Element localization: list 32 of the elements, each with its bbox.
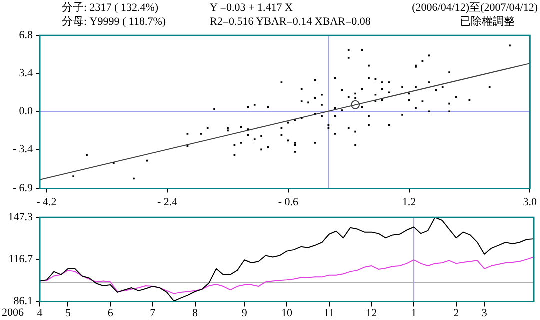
- y-tick-label: - 3.4: [12, 144, 34, 156]
- x-tick-label: 3: [482, 307, 488, 320]
- y-tick-label: - 6.9: [12, 182, 34, 195]
- x-tick-label: - 0.6: [278, 196, 299, 208]
- x-tick-label: 6: [108, 307, 114, 320]
- x-tick-label: 1.2: [402, 196, 416, 208]
- x-tick-label: 2: [454, 307, 460, 320]
- x-tick-label: 8: [192, 307, 199, 320]
- y-tick-label: 6.8: [19, 29, 34, 42]
- text: 已除權調整: [460, 16, 515, 29]
- text: 分母: Y9999 ( 118.7%): [62, 16, 166, 29]
- x-tick-label: 5: [65, 307, 72, 320]
- x-tick-label: 12: [366, 307, 378, 320]
- x-tick-label: 11: [324, 307, 335, 320]
- text: (2006/04/12)至(2007/04/12): [412, 2, 538, 15]
- x-tick-label: - 2.4: [157, 196, 178, 208]
- x-tick-label: 7: [150, 307, 156, 320]
- x-tick-label: - 4.2: [36, 196, 57, 208]
- x-axis-title: 2006: [2, 307, 24, 320]
- text: 分子: 2317 ( 132.4%): [62, 2, 159, 15]
- x-tick-label: 9: [242, 307, 248, 320]
- y-tick-label: 0.0: [19, 106, 34, 118]
- y-tick-label: 3.4: [19, 68, 34, 80]
- y-tick-label: 147.3: [8, 211, 34, 224]
- text: Y =0.03 + 1.417 X: [210, 2, 293, 15]
- x-tick-label: 3.0: [523, 196, 538, 208]
- text: R2=0.516 YBAR=0.14 XBAR=0.08: [210, 16, 371, 29]
- x-tick-label: 10: [282, 307, 293, 320]
- y-tick-label: 86.1: [14, 296, 33, 308]
- x-tick-label: 1: [411, 307, 417, 320]
- y-tick-label: 116.7: [8, 254, 34, 266]
- x-tick-label: 4: [37, 307, 44, 320]
